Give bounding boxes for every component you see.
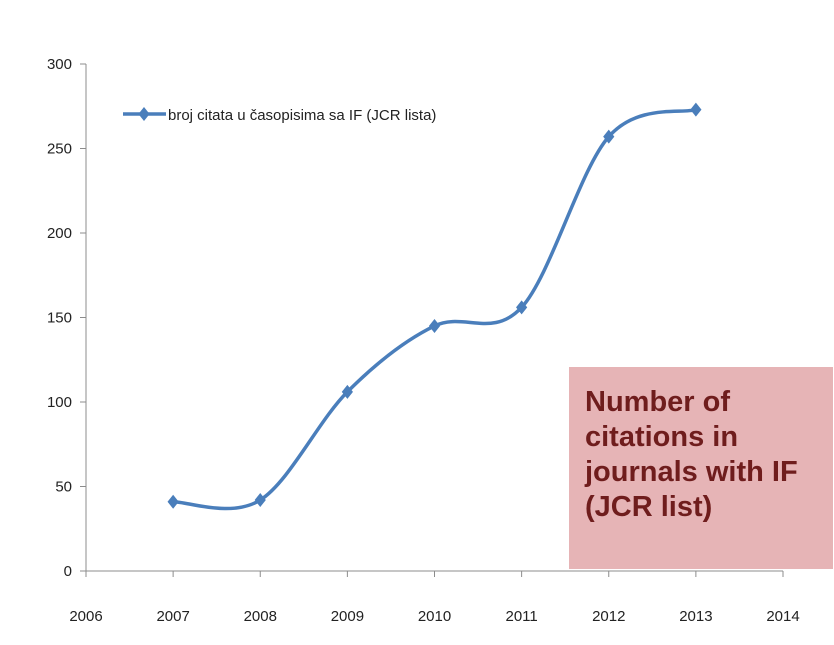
legend: broj citata u časopisima sa IF (JCR list… bbox=[123, 107, 436, 124]
series-layer bbox=[167, 102, 702, 511]
y-tick-label: 50 bbox=[55, 479, 72, 496]
data-point-marker bbox=[167, 494, 179, 509]
x-tick-label: 2006 bbox=[69, 608, 102, 625]
y-axis-ticks: 0 50 100 150 200 250 300 bbox=[47, 56, 86, 580]
y-tick-label: 100 bbox=[47, 394, 72, 411]
annotation-box: Number of citations in journals with IF … bbox=[569, 367, 833, 569]
data-point-marker bbox=[428, 318, 441, 333]
x-axis-ticks: 2006 2007 2008 2009 2010 2011 2012 2013 2014 bbox=[69, 571, 800, 625]
x-tick-label: 2009 bbox=[331, 608, 364, 625]
data-point-marker bbox=[516, 300, 528, 315]
x-tick-label: 2011 bbox=[505, 608, 537, 625]
y-tick-label: 0 bbox=[64, 563, 72, 580]
y-tick-label: 200 bbox=[47, 225, 72, 242]
y-tick-label: 150 bbox=[47, 310, 72, 327]
annotation-text: Number of citations in journals with IF … bbox=[585, 386, 798, 523]
legend-label: broj citata u časopisima sa IF (JCR list… bbox=[168, 107, 436, 124]
x-tick-label: 2010 bbox=[418, 608, 451, 625]
x-tick-label: 2013 bbox=[679, 608, 712, 625]
data-point-marker bbox=[341, 384, 353, 399]
x-tick-label: 2007 bbox=[156, 608, 189, 625]
legend-marker bbox=[138, 107, 150, 121]
y-tick-label: 300 bbox=[47, 56, 72, 73]
x-tick-label: 2008 bbox=[244, 608, 277, 625]
data-point-marker bbox=[603, 129, 615, 144]
x-tick-label: 2014 bbox=[766, 608, 799, 625]
x-tick-label: 2012 bbox=[592, 608, 625, 625]
y-tick-label: 250 bbox=[47, 141, 72, 158]
data-point-marker bbox=[690, 102, 702, 117]
data-point-marker bbox=[254, 493, 266, 508]
